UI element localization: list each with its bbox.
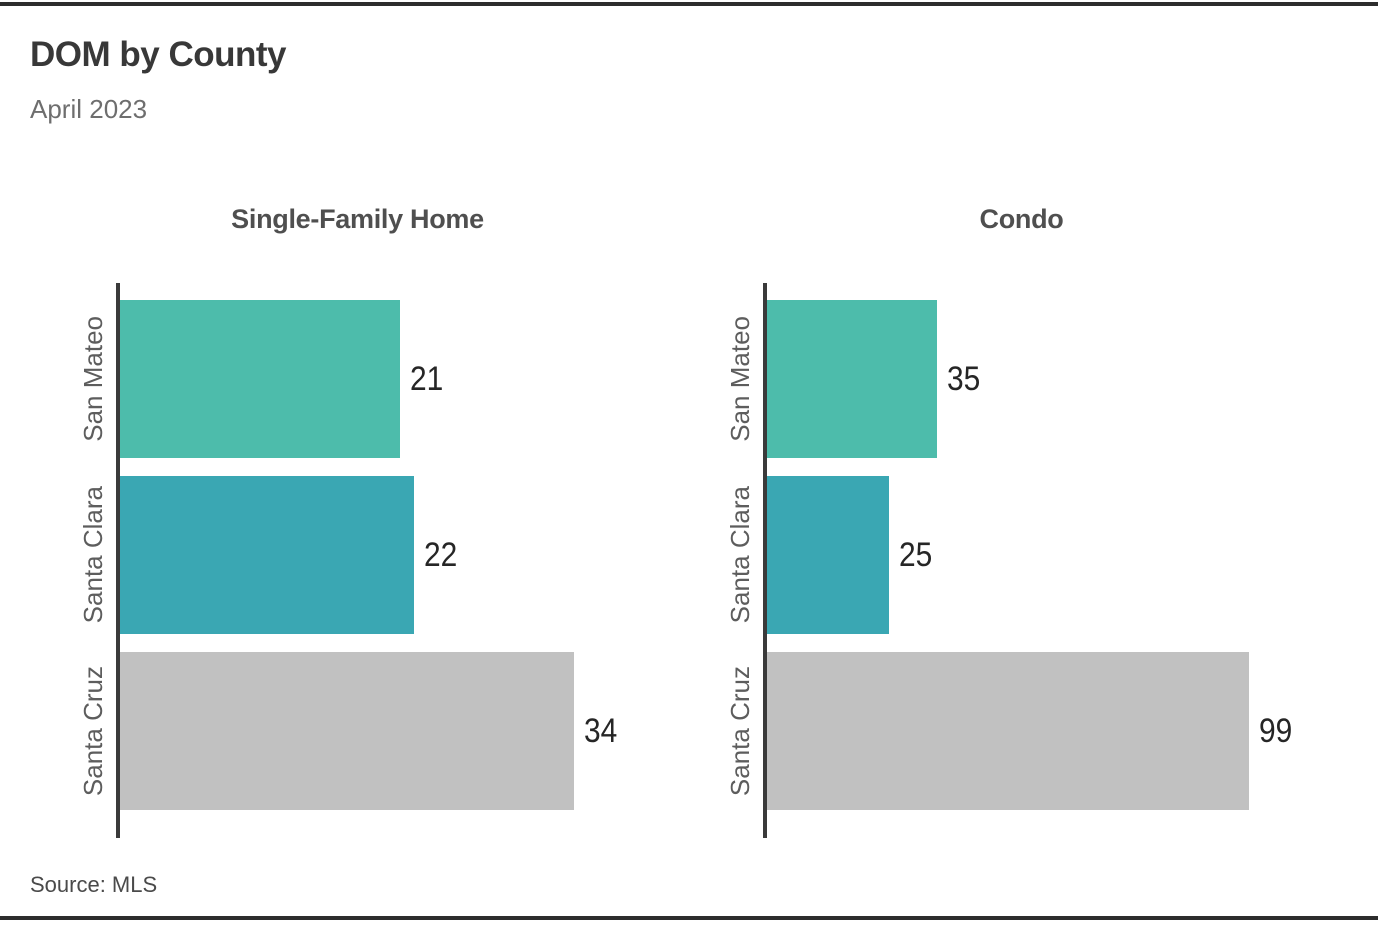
- bar-value-label: 22: [423, 535, 457, 574]
- category-label-text: San Mateo: [78, 316, 109, 442]
- bar-cell: 99: [767, 652, 1341, 810]
- facet-title: Single-Family Home: [231, 204, 484, 234]
- bar-cell: 22: [120, 476, 660, 634]
- y-axis-category-label: Santa Clara: [702, 476, 767, 634]
- y-axis-category-label: San Mateo: [702, 300, 767, 458]
- category-label-text: Santa Clara: [78, 486, 109, 624]
- chart-body: San Mateo 21 Santa Clara 22 Santa Cruz 34: [55, 283, 660, 838]
- facet-title: Condo: [979, 204, 1064, 234]
- category-label-text: Santa Clara: [725, 486, 756, 624]
- charts-container: Single-Family Home San Mateo 21 Santa Clar…: [0, 200, 1378, 838]
- y-axis-category-label: Santa Cruz: [55, 652, 120, 810]
- bar-row: Santa Cruz 99: [702, 652, 1341, 810]
- facet-condo: Condo San Mateo 35 Santa Clara 25 Santa Cruz…: [702, 200, 1341, 838]
- top-border-rule: [0, 2, 1378, 6]
- bar-value-label: 34: [583, 711, 617, 750]
- bar-value-label: 25: [898, 535, 933, 574]
- facet-single-family-home: Single-Family Home San Mateo 21 Santa Clar…: [55, 200, 660, 838]
- source-caption: Source: MLS: [30, 872, 158, 897]
- y-axis-category-label: Santa Clara: [55, 476, 120, 634]
- bar: [767, 476, 889, 634]
- bar: [767, 652, 1250, 810]
- category-label-text: Santa Cruz: [725, 665, 756, 797]
- bar-value-label: 99: [1259, 711, 1293, 750]
- bar-row: Santa Cruz 34: [55, 652, 660, 810]
- bar-value-label: 21: [410, 359, 444, 398]
- bar-value-label: 35: [947, 359, 981, 398]
- chart-body: San Mateo 35 Santa Clara 25 Santa Cruz 99: [702, 283, 1341, 838]
- y-axis-category-label: Santa Cruz: [702, 652, 767, 810]
- bar: [767, 300, 938, 458]
- bar-row: Santa Clara 25: [702, 476, 1341, 634]
- page-subtitle: April 2023: [30, 94, 148, 124]
- y-axis-line: [116, 283, 120, 838]
- bar-rows: San Mateo 21 Santa Clara 22 Santa Cruz 34: [55, 300, 660, 810]
- bar-row: San Mateo 21: [55, 300, 660, 458]
- y-axis-line: [763, 283, 767, 838]
- category-label-text: Santa Cruz: [78, 665, 109, 797]
- bar-cell: 34: [120, 652, 660, 810]
- bar-cell: 21: [120, 300, 660, 458]
- bar: [120, 300, 401, 458]
- bar-rows: San Mateo 35 Santa Clara 25 Santa Cruz 99: [702, 300, 1341, 810]
- bar-row: San Mateo 35: [702, 300, 1341, 458]
- bar: [120, 476, 414, 634]
- bar: [120, 652, 574, 810]
- bottom-border-rule: [0, 916, 1378, 920]
- bar-row: Santa Clara 22: [55, 476, 660, 634]
- category-label-text: San Mateo: [725, 316, 756, 442]
- y-axis-category-label: San Mateo: [55, 300, 120, 458]
- page-title: DOM by County: [30, 35, 286, 74]
- bar-cell: 35: [767, 300, 1341, 458]
- bar-cell: 25: [767, 476, 1341, 634]
